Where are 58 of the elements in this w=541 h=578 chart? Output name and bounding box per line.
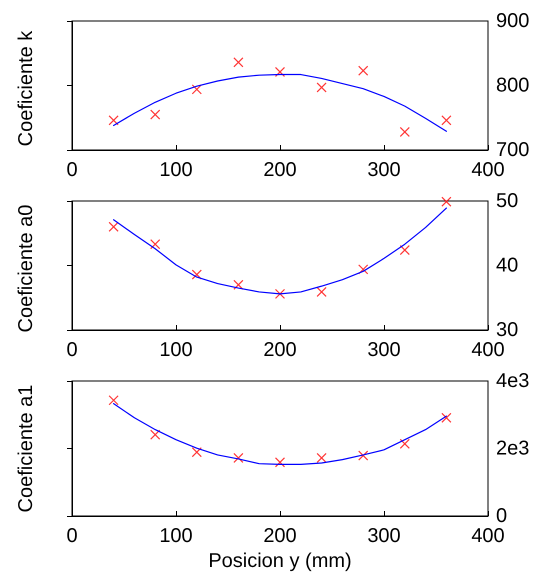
point — [358, 264, 368, 274]
point — [150, 239, 160, 250]
point — [150, 430, 160, 440]
point — [400, 244, 410, 256]
x-tick-label: 100 — [159, 525, 193, 547]
point — [400, 438, 410, 449]
y-tick-label: 30 — [496, 319, 518, 341]
x-tick-label: 100 — [159, 159, 193, 181]
x-tick-label: 400 — [471, 525, 505, 547]
line-series — [113, 403, 447, 465]
line-series — [113, 207, 447, 294]
y-tick-label: 40 — [496, 254, 518, 276]
point — [108, 395, 119, 406]
point — [274, 457, 286, 468]
x-tick-label: 0 — [66, 339, 78, 361]
point — [441, 115, 452, 126]
y-tick-label: 4e3 — [496, 370, 530, 392]
y-axis-title: Coeficiente k — [15, 30, 37, 146]
x-tick-label: 200 — [263, 525, 297, 547]
y-tick-label: 0 — [496, 505, 508, 527]
y-tick-label: 900 — [496, 10, 530, 32]
point — [400, 126, 410, 138]
point — [274, 66, 286, 78]
point — [316, 286, 327, 298]
y-axis-title: Coeficiente a1 — [15, 384, 37, 512]
x-tick-label: 400 — [471, 339, 505, 361]
point — [316, 452, 327, 464]
point — [358, 66, 368, 76]
point — [108, 115, 119, 126]
point — [108, 222, 119, 232]
y-tick-label: 800 — [496, 74, 530, 96]
point — [192, 84, 202, 94]
y-tick-label: 700 — [496, 139, 530, 161]
point — [233, 452, 244, 464]
x-tick-label: 200 — [263, 339, 297, 361]
y-tick-label: 50 — [496, 190, 518, 212]
x-tick-label: 300 — [367, 159, 401, 181]
point — [441, 412, 452, 423]
point — [192, 269, 202, 280]
x-tick-label: 300 — [367, 525, 401, 547]
y-axis-title: Coeficiente a0 — [15, 204, 37, 332]
x-tick-label: 400 — [471, 159, 505, 181]
point — [274, 288, 286, 299]
point — [358, 450, 368, 461]
point — [316, 82, 327, 93]
line-series — [113, 74, 447, 132]
point — [150, 109, 160, 120]
point — [441, 196, 452, 207]
point — [233, 280, 244, 290]
x-tick-label: 200 — [263, 159, 297, 181]
x-tick-label: 0 — [66, 525, 78, 547]
x-tick-label: 0 — [66, 159, 78, 181]
x-tick-label: 300 — [367, 339, 401, 361]
y-tick-label: 2e3 — [496, 438, 530, 460]
point — [233, 57, 244, 68]
x-tick-label: 100 — [159, 339, 193, 361]
x-axis-title: Posicion y (mm) — [208, 550, 352, 572]
point — [192, 447, 202, 458]
